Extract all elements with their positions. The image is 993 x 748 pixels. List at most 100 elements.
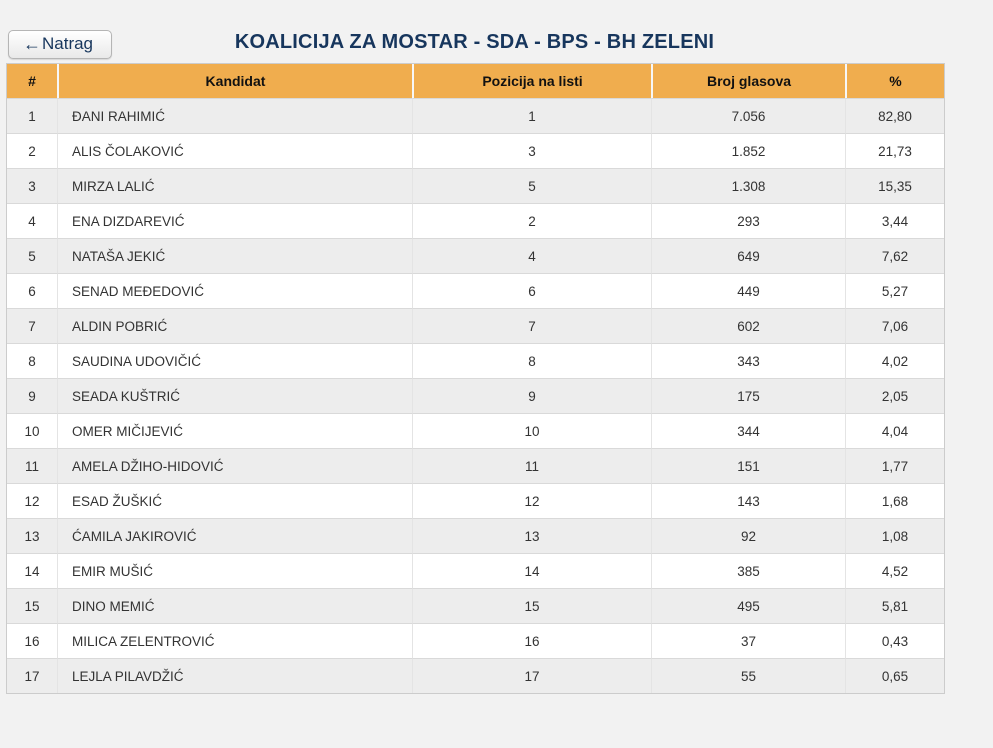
list-position: 17 [412, 658, 651, 693]
row-number: 5 [7, 238, 57, 273]
row-number: 4 [7, 203, 57, 238]
candidate-name: NATAŠA JEKIĆ [57, 238, 412, 273]
table-row: 13 ĆAMILA JAKIROVIĆ 13 92 1,08 [7, 518, 944, 553]
vote-percent: 4,52 [845, 553, 944, 588]
vote-percent: 1,77 [845, 448, 944, 483]
table-row: 14 EMIR MUŠIĆ 14 385 4,52 [7, 553, 944, 588]
vote-count: 343 [651, 343, 845, 378]
candidate-name: ĐANI RAHIMIĆ [57, 98, 412, 133]
row-number: 7 [7, 308, 57, 343]
candidate-name: MIRZA LALIĆ [57, 168, 412, 203]
table-row: 15 DINO MEMIĆ 15 495 5,81 [7, 588, 944, 623]
list-position: 6 [412, 273, 651, 308]
vote-percent: 2,05 [845, 378, 944, 413]
vote-percent: 21,73 [845, 133, 944, 168]
table-row: 11 AMELA DŽIHO-HIDOVIĆ 11 151 1,77 [7, 448, 944, 483]
vote-percent: 15,35 [845, 168, 944, 203]
vote-percent: 5,81 [845, 588, 944, 623]
column-header-pozicija: Pozicija na listi [412, 64, 651, 98]
table-row: 12 ESAD ŽUŠKIĆ 12 143 1,68 [7, 483, 944, 518]
candidate-name: ESAD ŽUŠKIĆ [57, 483, 412, 518]
table-row: 4 ENA DIZDAREVIĆ 2 293 3,44 [7, 203, 944, 238]
left-arrow-icon: ← [22, 33, 41, 54]
column-header-number: # [7, 64, 57, 98]
vote-count: 92 [651, 518, 845, 553]
table-row: 17 LEJLA PILAVDŽIĆ 17 55 0,65 [7, 658, 944, 693]
table-row: 6 SENAD MEĐEDOVIĆ 6 449 5,27 [7, 273, 944, 308]
vote-percent: 1,08 [845, 518, 944, 553]
vote-percent: 7,62 [845, 238, 944, 273]
row-number: 16 [7, 623, 57, 658]
candidate-name: MILICA ZELENTROVIĆ [57, 623, 412, 658]
vote-count: 1.852 [651, 133, 845, 168]
vote-count: 385 [651, 553, 845, 588]
row-number: 2 [7, 133, 57, 168]
vote-count: 495 [651, 588, 845, 623]
candidate-name: SENAD MEĐEDOVIĆ [57, 273, 412, 308]
row-number: 13 [7, 518, 57, 553]
row-number: 14 [7, 553, 57, 588]
back-button-label: Natrag [41, 33, 94, 53]
vote-percent: 5,27 [845, 273, 944, 308]
vote-count: 293 [651, 203, 845, 238]
table-row: 10 OMER MIČIJEVIĆ 10 344 4,04 [7, 413, 944, 448]
row-number: 11 [7, 448, 57, 483]
row-number: 12 [7, 483, 57, 518]
row-number: 9 [7, 378, 57, 413]
row-number: 17 [7, 658, 57, 693]
table-row: 5 NATAŠA JEKIĆ 4 649 7,62 [7, 238, 944, 273]
candidate-name: SEADA KUŠTRIĆ [57, 378, 412, 413]
list-position: 1 [412, 98, 651, 133]
list-position: 7 [412, 308, 651, 343]
vote-percent: 4,02 [845, 343, 944, 378]
list-position: 2 [412, 203, 651, 238]
vote-count: 449 [651, 273, 845, 308]
column-header-percent: % [845, 64, 944, 98]
topbar: ← Natrag KOALICIJA ZA MOSTAR - SDA - BPS … [0, 0, 993, 63]
vote-count: 55 [651, 658, 845, 693]
table-row: 3 MIRZA LALIĆ 5 1.308 15,35 [7, 168, 944, 203]
list-position: 12 [412, 483, 651, 518]
vote-percent: 0,43 [845, 623, 944, 658]
candidate-name: OMER MIČIJEVIĆ [57, 413, 412, 448]
vote-percent: 0,65 [845, 658, 944, 693]
list-position: 14 [412, 553, 651, 588]
vote-count: 602 [651, 308, 845, 343]
list-position: 16 [412, 623, 651, 658]
table-row: 1 ĐANI RAHIMIĆ 1 7.056 82,80 [7, 98, 944, 133]
vote-count: 344 [651, 413, 845, 448]
row-number: 15 [7, 588, 57, 623]
vote-count: 1.308 [651, 168, 845, 203]
column-header-broj-glasova: Broj glasova [651, 64, 845, 98]
table-row: 16 MILICA ZELENTROVIĆ 16 37 0,43 [7, 623, 944, 658]
list-position: 9 [412, 378, 651, 413]
vote-percent: 3,44 [845, 203, 944, 238]
row-number: 10 [7, 413, 57, 448]
table-row: 2 ALIS ČOLAKOVIĆ 3 1.852 21,73 [7, 133, 944, 168]
row-number: 1 [7, 98, 57, 133]
row-number: 8 [7, 343, 57, 378]
list-position: 8 [412, 343, 651, 378]
list-position: 11 [412, 448, 651, 483]
vote-count: 7.056 [651, 98, 845, 133]
page-title: KOALICIJA ZA MOSTAR - SDA - BPS - BH ZEL… [234, 31, 715, 53]
results-table: # Kandidat Pozicija na listi Broj glasov… [6, 63, 945, 694]
candidate-name: EMIR MUŠIĆ [57, 553, 412, 588]
back-button[interactable]: ← Natrag [8, 30, 112, 59]
candidate-name: DINO MEMIĆ [57, 588, 412, 623]
candidate-name: SAUDINA UDOVIČIĆ [57, 343, 412, 378]
table-row: 8 SAUDINA UDOVIČIĆ 8 343 4,02 [7, 343, 944, 378]
list-position: 3 [412, 133, 651, 168]
list-position: 10 [412, 413, 651, 448]
vote-percent: 1,68 [845, 483, 944, 518]
table-header-row: # Kandidat Pozicija na listi Broj glasov… [7, 64, 944, 98]
row-number: 3 [7, 168, 57, 203]
table-body: 1 ĐANI RAHIMIĆ 1 7.056 82,80 2 ALIS ČOLAKOVIĆ 3… [7, 98, 944, 693]
vote-percent: 7,06 [845, 308, 944, 343]
vote-percent: 82,80 [845, 98, 944, 133]
list-position: 4 [412, 238, 651, 273]
vote-count: 175 [651, 378, 845, 413]
vote-count: 151 [651, 448, 845, 483]
list-position: 5 [412, 168, 651, 203]
vote-count: 649 [651, 238, 845, 273]
